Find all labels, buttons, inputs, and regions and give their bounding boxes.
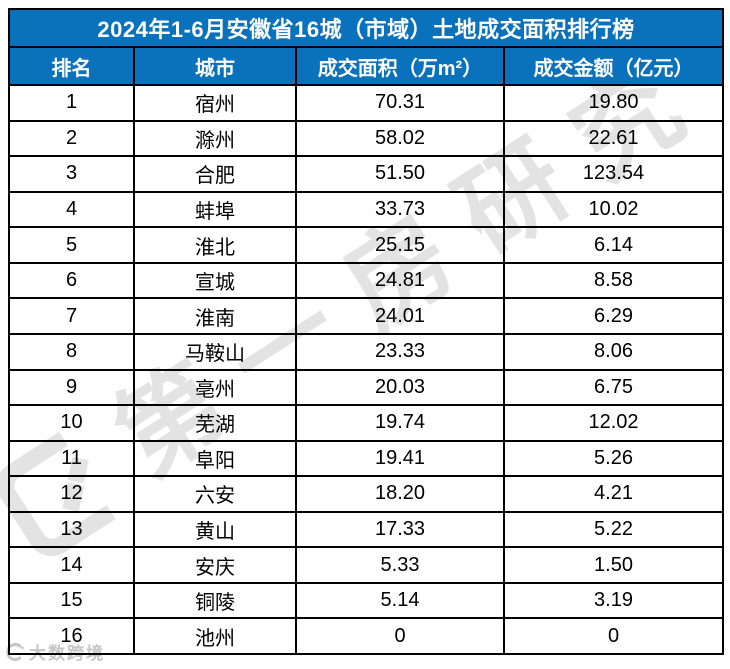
- area-cell: 58.02: [295, 119, 505, 158]
- area-cell: 0: [295, 617, 505, 655]
- amount-cell: 8.58: [502, 261, 725, 300]
- table-row: 3 合肥 51.50 123.54: [8, 155, 725, 193]
- table-row: 2 滁州 58.02 22.61: [8, 119, 725, 158]
- title-row: 2024年1-6月安徽省16城（市域）土地成交面积排行榜: [7, 8, 725, 48]
- rank-cell: 2: [8, 119, 135, 158]
- city-cell: 淮南: [133, 297, 297, 335]
- city-cell: 安庆: [133, 546, 297, 584]
- table-row: 10 芜湖 19.74 12.02: [8, 404, 725, 442]
- ranking-table: 2024年1-6月安徽省16城（市域）土地成交面积排行榜 排名 城市 成交面积（…: [7, 8, 725, 655]
- table-row: 6 宣城 24.81 8.58: [8, 261, 725, 300]
- table-row: 14 安庆 5.33 1.50: [8, 546, 725, 584]
- area-cell: 70.31: [295, 84, 505, 122]
- amount-cell: 6.29: [502, 297, 725, 335]
- city-cell: 黄山: [133, 510, 297, 549]
- area-cell: 24.01: [295, 297, 505, 335]
- column-header-amount: 成交金额（亿元）: [502, 46, 725, 86]
- area-cell: 19.41: [295, 439, 505, 478]
- column-header-area: 成交面积（万m²）: [295, 46, 505, 86]
- area-cell: 23.33: [295, 332, 505, 371]
- table-row: 4 蚌埠 33.73 10.02: [8, 190, 725, 229]
- area-cell: 20.03: [295, 368, 505, 407]
- city-cell: 宣城: [133, 261, 297, 300]
- amount-cell: 12.02: [502, 404, 725, 442]
- city-cell: 铜陵: [133, 581, 297, 620]
- amount-cell: 6.75: [502, 368, 725, 407]
- rank-cell: 7: [8, 297, 135, 335]
- rank-cell: 9: [8, 368, 135, 407]
- rank-cell: 6: [8, 261, 135, 300]
- amount-cell: 0: [502, 617, 725, 655]
- amount-cell: 10.02: [502, 190, 725, 229]
- area-cell: 24.81: [295, 261, 505, 300]
- table-row: 9 亳州 20.03 6.75: [8, 368, 725, 407]
- amount-cell: 4.21: [502, 475, 725, 513]
- rank-cell: 15: [8, 581, 135, 620]
- table-row: 7 淮南 24.01 6.29: [8, 297, 725, 335]
- rank-cell: 3: [8, 155, 135, 193]
- amount-cell: 6.14: [502, 226, 725, 264]
- rank-cell: 16: [8, 617, 135, 655]
- rank-cell: 8: [8, 332, 135, 371]
- page: 第一房研究 大数跨境 2024年1-6月安徽省16城（市域）土地成交面积排行榜 …: [0, 8, 730, 669]
- table-body: 1 宿州 70.31 19.80 2 滁州 58.02 22.61 3 合肥 5…: [8, 84, 725, 655]
- rank-cell: 14: [8, 546, 135, 584]
- column-header-rank: 排名: [8, 46, 135, 86]
- amount-cell: 22.61: [502, 119, 725, 158]
- city-cell: 亳州: [133, 368, 297, 407]
- city-cell: 淮北: [133, 226, 297, 264]
- area-cell: 5.33: [295, 546, 505, 584]
- table-row: 12 六安 18.20 4.21: [8, 475, 725, 513]
- table-row: 8 马鞍山 23.33 8.06: [8, 332, 725, 371]
- amount-cell: 3.19: [502, 581, 725, 620]
- city-cell: 宿州: [133, 84, 297, 122]
- rank-cell: 10: [8, 404, 135, 442]
- column-header-city: 城市: [133, 46, 297, 86]
- area-cell: 19.74: [295, 404, 505, 442]
- area-cell: 17.33: [295, 510, 505, 549]
- table-row: 15 铜陵 5.14 3.19: [8, 581, 725, 620]
- table-row: 11 阜阳 19.41 5.26: [8, 439, 725, 478]
- table-row: 16 池州 0 0: [8, 617, 725, 655]
- area-cell: 33.73: [295, 190, 505, 229]
- rank-cell: 1: [8, 84, 135, 122]
- rank-cell: 11: [8, 439, 135, 478]
- table-row: 1 宿州 70.31 19.80: [8, 84, 725, 122]
- header-row: 排名 城市 成交面积（万m²） 成交金额（亿元）: [8, 46, 725, 86]
- table-row: 13 黄山 17.33 5.22: [8, 510, 725, 549]
- city-cell: 滁州: [133, 119, 297, 158]
- rank-cell: 5: [8, 226, 135, 264]
- city-cell: 蚌埠: [133, 190, 297, 229]
- table-row: 5 淮北 25.15 6.14: [8, 226, 725, 264]
- city-cell: 池州: [133, 617, 297, 655]
- table-title: 2024年1-6月安徽省16城（市域）土地成交面积排行榜: [7, 8, 725, 48]
- city-cell: 合肥: [133, 155, 297, 193]
- city-cell: 六安: [133, 475, 297, 513]
- amount-cell: 123.54: [502, 155, 725, 193]
- city-cell: 马鞍山: [133, 332, 297, 371]
- amount-cell: 5.22: [502, 510, 725, 549]
- city-cell: 芜湖: [133, 404, 297, 442]
- area-cell: 25.15: [295, 226, 505, 264]
- area-cell: 51.50: [295, 155, 505, 193]
- area-cell: 18.20: [295, 475, 505, 513]
- amount-cell: 19.80: [502, 84, 725, 122]
- rank-cell: 12: [8, 475, 135, 513]
- amount-cell: 1.50: [502, 546, 725, 584]
- area-cell: 5.14: [295, 581, 505, 620]
- rank-cell: 13: [8, 510, 135, 549]
- amount-cell: 8.06: [502, 332, 725, 371]
- city-cell: 阜阳: [133, 439, 297, 478]
- rank-cell: 4: [8, 190, 135, 229]
- amount-cell: 5.26: [502, 439, 725, 478]
